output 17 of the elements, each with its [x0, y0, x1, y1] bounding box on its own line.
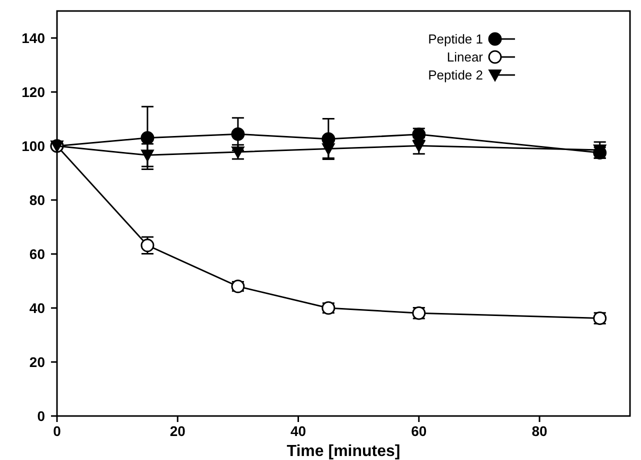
y-tick-label: 100	[22, 138, 46, 154]
y-tick-label: 40	[29, 300, 46, 316]
x-tick-label: 0	[53, 423, 62, 439]
legend-label: Linear	[446, 50, 484, 65]
y-tick-label: 20	[29, 354, 46, 370]
y-tick-label: 120	[22, 84, 46, 100]
x-tick-label: 40	[290, 423, 306, 439]
y-tick-label: 80	[29, 192, 46, 208]
y-tick-label: 140	[22, 30, 46, 46]
x-axis-title: Time [minutes]	[286, 443, 400, 460]
y-tick-label: 0	[37, 408, 46, 424]
legend-label: Peptide 1	[428, 32, 483, 47]
legend-label: Peptide 2	[428, 68, 483, 83]
x-tick-label: 20	[170, 423, 186, 439]
y-tick-label: 60	[29, 246, 46, 262]
x-tick-label: 80	[532, 423, 548, 439]
x-tick-label: 60	[411, 423, 427, 439]
